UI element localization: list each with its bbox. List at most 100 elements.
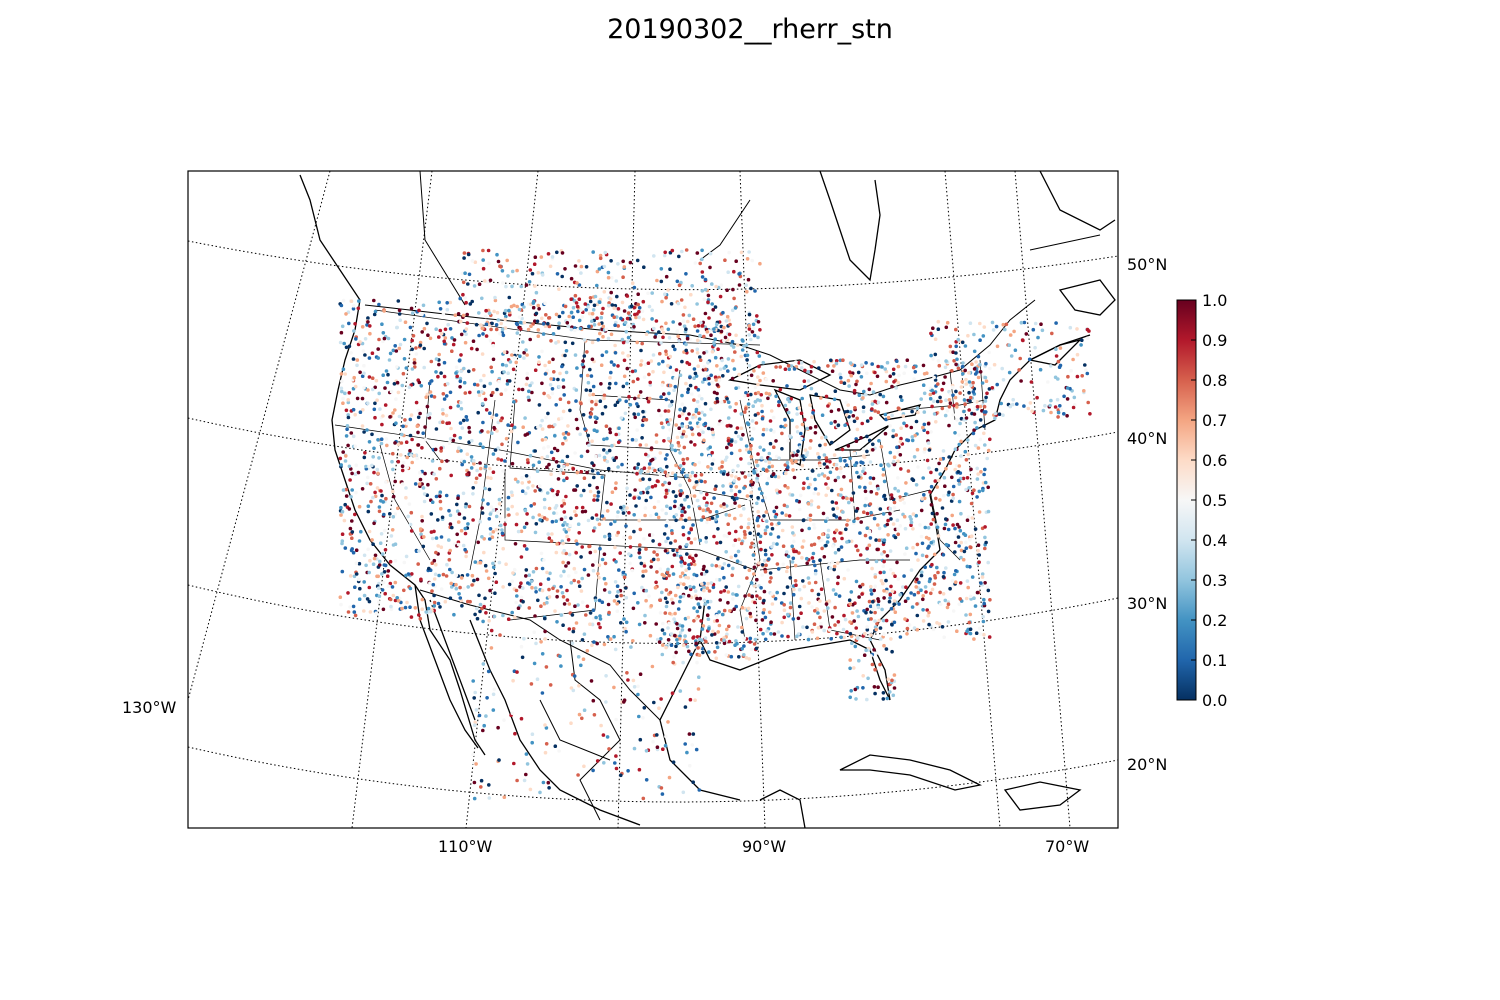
station-point [848, 658, 852, 662]
station-point [616, 324, 620, 328]
station-point [525, 547, 529, 551]
station-point [693, 443, 697, 447]
station-point [876, 410, 881, 415]
station-point [765, 629, 769, 633]
station-point [703, 277, 708, 282]
station-point [737, 372, 741, 377]
station-point [892, 673, 897, 677]
station-point [986, 609, 991, 614]
colorbar-ticks: 0.00.10.20.30.40.50.60.70.80.91.0 [1191, 291, 1227, 710]
station-point [918, 523, 922, 527]
station-point [1088, 412, 1092, 416]
station-point [715, 364, 719, 368]
station-point [663, 549, 668, 553]
station-point [497, 502, 502, 506]
station-point [534, 641, 538, 646]
station-point [855, 427, 860, 432]
station-point [577, 283, 582, 287]
station-point [865, 697, 869, 702]
station-point [483, 314, 488, 319]
station-point [692, 367, 697, 371]
station-point [573, 293, 578, 298]
station-point [522, 356, 526, 360]
station-point [368, 610, 373, 614]
station-point [438, 605, 442, 609]
station-point [641, 477, 645, 481]
station-point [673, 611, 677, 616]
station-point [927, 544, 931, 549]
station-point [367, 465, 371, 469]
station-point [363, 337, 368, 341]
station-point [625, 381, 629, 386]
station-point [847, 598, 852, 602]
station-point [794, 459, 798, 464]
station-point [533, 530, 538, 535]
station-point [343, 546, 348, 550]
station-point [673, 384, 678, 389]
station-point [632, 285, 637, 290]
station-point [547, 536, 552, 540]
station-point [463, 547, 467, 552]
station-point [942, 475, 947, 480]
station-point [338, 595, 343, 599]
station-point [568, 523, 572, 528]
station-point [373, 494, 378, 499]
station-point [704, 540, 708, 544]
station-point [763, 637, 768, 642]
station-point [605, 450, 609, 455]
station-point [448, 567, 452, 572]
station-point [1062, 394, 1066, 399]
station-point [341, 450, 346, 454]
station-point [425, 404, 430, 409]
station-point [373, 385, 378, 390]
station-point [516, 440, 520, 445]
station-point [707, 650, 711, 654]
station-point [973, 420, 977, 425]
station-point [920, 497, 924, 501]
station-point [1008, 404, 1013, 409]
station-point [602, 393, 607, 398]
station-point [671, 760, 676, 764]
station-point [899, 436, 903, 441]
station-point [707, 382, 711, 386]
station-point [861, 396, 865, 400]
station-point [831, 588, 836, 592]
station-point [494, 413, 499, 417]
station-point [471, 492, 475, 496]
station-point [894, 433, 898, 437]
station-point [764, 563, 768, 568]
station-point [844, 400, 848, 405]
station-point [507, 582, 512, 587]
station-point [752, 369, 756, 373]
station-point [743, 532, 747, 537]
station-point [366, 401, 370, 406]
station-point [839, 545, 844, 549]
station-point [473, 560, 478, 564]
station-point [707, 589, 712, 593]
station-point [499, 418, 503, 423]
station-point [682, 461, 686, 466]
station-point [575, 281, 579, 285]
station-point [715, 614, 719, 618]
station-point [401, 371, 406, 376]
station-point [670, 531, 674, 536]
station-point [414, 352, 419, 356]
station-point [370, 432, 374, 437]
station-point [1055, 397, 1060, 402]
station-point [543, 324, 548, 329]
station-point [584, 388, 589, 392]
station-point [522, 305, 526, 309]
station-point [693, 371, 698, 376]
station-point [664, 349, 668, 354]
station-point [486, 475, 490, 480]
station-point [950, 513, 954, 518]
station-point [631, 379, 636, 384]
station-point [610, 275, 614, 280]
station-point [980, 381, 985, 385]
station-point [572, 488, 576, 492]
station-point [577, 712, 582, 717]
station-point [567, 627, 572, 631]
station-point [596, 572, 600, 576]
station-point [561, 560, 565, 565]
station-point [710, 450, 714, 455]
